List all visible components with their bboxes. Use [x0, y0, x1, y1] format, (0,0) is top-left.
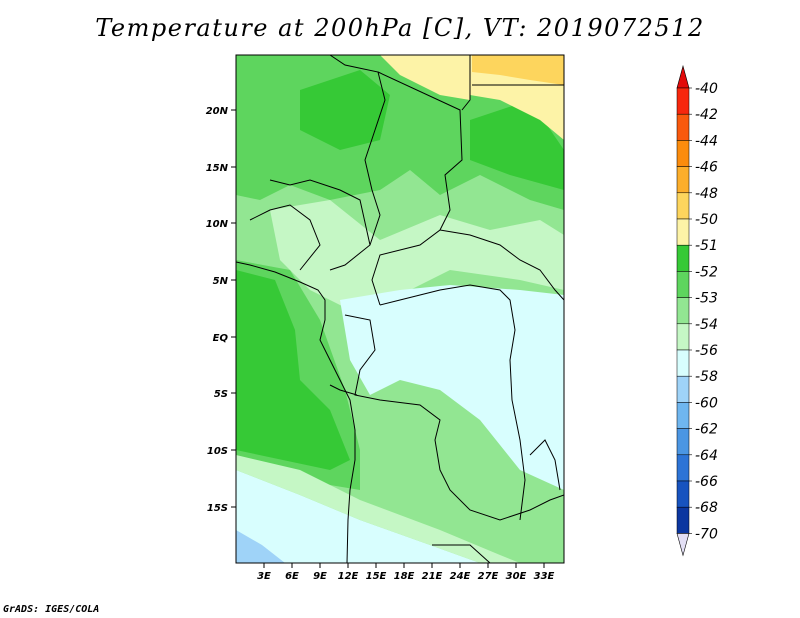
fill-level-51-west — [236, 270, 350, 470]
legend-label: -54 — [695, 317, 718, 333]
legend-swatch — [676, 323, 690, 351]
lat-label: 15S — [207, 503, 228, 514]
lat-axis: 20N 15N 10N 5N EQ 5S 10S 15S — [206, 106, 236, 514]
legend-label: -53 — [695, 291, 718, 307]
legend-swatch — [676, 506, 690, 534]
legend-swatch — [676, 375, 690, 403]
fill-level-51-north-b — [470, 100, 564, 190]
legend-label: -48 — [695, 186, 718, 202]
legend-label: -64 — [695, 448, 718, 464]
legend-swatch — [676, 271, 690, 298]
legend-swatch — [676, 454, 690, 482]
legend-label: -56 — [695, 343, 718, 359]
lon-label: 12E — [338, 571, 359, 582]
plot-frame — [235, 54, 565, 564]
legend-label: -66 — [695, 474, 718, 490]
fill-level-48 — [472, 55, 564, 85]
lon-label: 15E — [366, 571, 387, 582]
legend-swatch — [676, 113, 690, 141]
lon-label: 21E — [422, 571, 443, 582]
lat-label: 5N — [213, 276, 229, 287]
legend-label: -51 — [695, 238, 718, 254]
legend-label: -58 — [695, 369, 718, 385]
legend-top-arrow — [676, 64, 690, 89]
lat-label: 10S — [207, 446, 228, 457]
fill-level-50-a — [380, 55, 470, 100]
legend-label: -52 — [695, 264, 718, 280]
legend-label: -44 — [695, 133, 718, 149]
lon-label: 6E — [285, 571, 299, 582]
legend-label: -42 — [695, 107, 718, 123]
lon-label: 24E — [450, 571, 471, 582]
lon-label: 18E — [394, 571, 415, 582]
lon-label: 9E — [313, 571, 327, 582]
fill-level-56-central — [340, 285, 564, 490]
legend-swatch — [676, 349, 690, 377]
fill-level-58 — [236, 530, 285, 563]
legend-label: -62 — [695, 422, 718, 438]
lat-label: EQ — [213, 333, 229, 344]
legend-swatch — [676, 218, 690, 246]
fill-level-54-south — [236, 455, 520, 563]
legend-label: -68 — [695, 500, 718, 516]
legend-swatch — [676, 87, 690, 115]
legend-swatch — [676, 140, 690, 167]
legend-label: -40 — [695, 81, 718, 97]
lon-label: 33E — [534, 571, 555, 582]
legend-label: -50 — [695, 212, 718, 228]
lat-label: 5S — [214, 389, 228, 400]
lon-axis: 3E 6E 9E 12E 15E 18E 21E 24E 27E 30E 33E — [257, 563, 555, 582]
lat-label: 15N — [206, 163, 229, 174]
lat-label: 10N — [206, 219, 229, 230]
fill-level-56-south — [236, 470, 480, 563]
legend-swatch — [676, 428, 690, 456]
lon-label: 27E — [478, 571, 499, 582]
lon-label: 30E — [506, 571, 527, 582]
legend-swatch — [676, 480, 690, 508]
lat-label: 20N — [206, 106, 229, 117]
legend-label: -70 — [695, 526, 718, 542]
map-fill — [236, 55, 564, 563]
color-legend: -40 -42 -44 -46 -48 -50 -51 -52 -53 -54 -56 -58 -60 -… — [676, 64, 718, 557]
map-borders — [236, 55, 564, 563]
lon-label: 3E — [257, 571, 271, 582]
legend-swatch — [676, 192, 690, 220]
legend-swatch — [676, 402, 690, 429]
legend-swatch — [676, 244, 690, 272]
map-title: Temperature at 200hPa [C], VT: 201907251… — [95, 14, 705, 42]
legend-label: -46 — [695, 160, 718, 176]
credit-label: GrADS: IGES/COLA — [3, 604, 100, 615]
fill-level-54 — [270, 200, 564, 310]
legend-bottom-arrow — [676, 533, 690, 557]
legend-swatch — [676, 166, 690, 194]
fill-level-51-north-a — [300, 70, 390, 150]
legend-label: -60 — [695, 395, 718, 411]
legend-swatch — [676, 297, 690, 325]
